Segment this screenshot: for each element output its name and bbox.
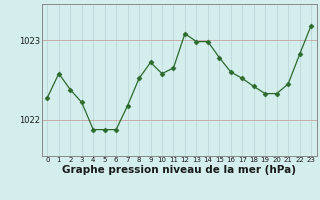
X-axis label: Graphe pression niveau de la mer (hPa): Graphe pression niveau de la mer (hPa)	[62, 165, 296, 175]
